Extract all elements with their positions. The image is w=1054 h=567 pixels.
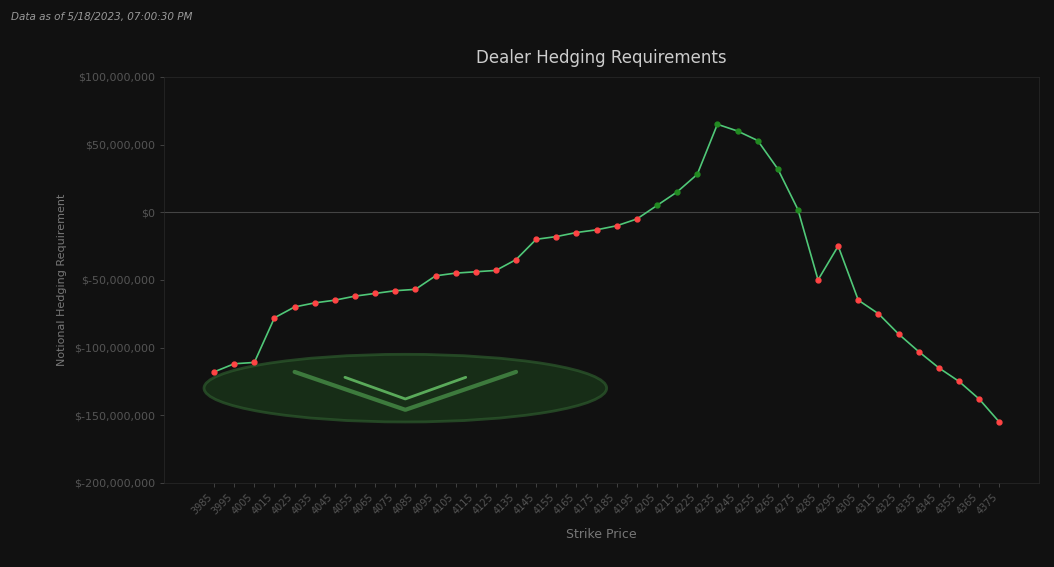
Text: Data as of 5/18/2023, 07:00:30 PM: Data as of 5/18/2023, 07:00:30 PM xyxy=(11,12,192,22)
Ellipse shape xyxy=(204,354,607,422)
Title: Dealer Hedging Requirements: Dealer Hedging Requirements xyxy=(476,49,727,67)
X-axis label: Strike Price: Strike Price xyxy=(566,528,637,541)
Y-axis label: Notional Hedging Requirement: Notional Hedging Requirement xyxy=(57,194,67,366)
